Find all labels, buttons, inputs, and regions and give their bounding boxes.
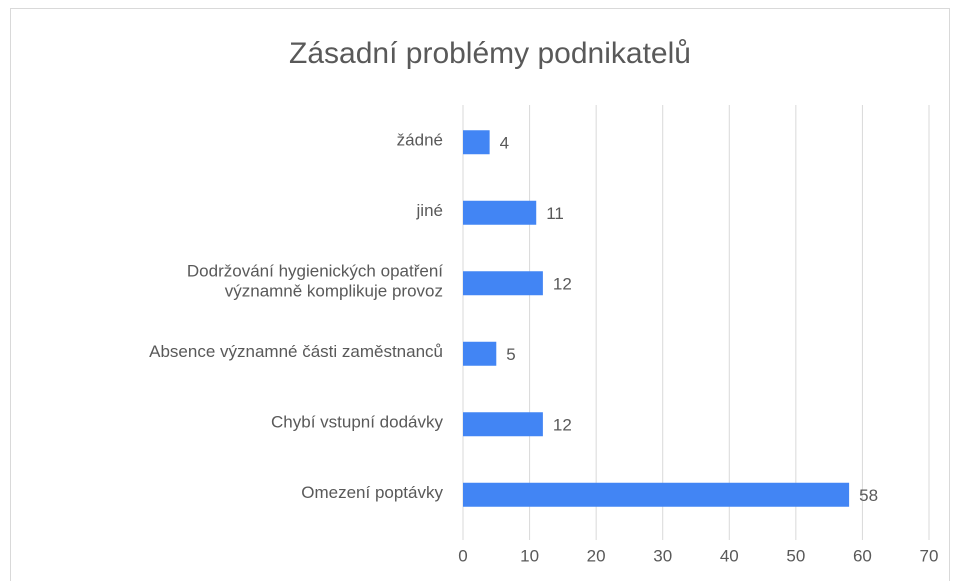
bar bbox=[463, 341, 497, 366]
y-tick-label: Chybí vstupní dodávky bbox=[271, 413, 443, 432]
y-tick-label: Dodržování hygienických opatření významně… bbox=[187, 262, 443, 301]
bar bbox=[463, 482, 850, 507]
bar bbox=[463, 130, 490, 155]
x-tick-label: 60 bbox=[853, 546, 872, 565]
bar bbox=[463, 271, 543, 296]
data-label: 12 bbox=[553, 416, 572, 435]
chart-title: Zásadní problémy podnikatelů bbox=[289, 37, 691, 70]
y-tick-label: žádné bbox=[397, 131, 443, 150]
bar bbox=[463, 412, 543, 437]
data-label: 5 bbox=[506, 345, 515, 364]
data-label: 58 bbox=[859, 486, 878, 505]
y-tick-label: Omezení poptávky bbox=[301, 483, 443, 502]
x-tick-label: 10 bbox=[520, 546, 539, 565]
x-tick-label: 50 bbox=[786, 546, 805, 565]
x-tick-label: 40 bbox=[720, 546, 739, 565]
data-label: 4 bbox=[500, 134, 509, 153]
data-label: 12 bbox=[553, 275, 572, 294]
data-label: 11 bbox=[546, 204, 564, 223]
y-tick-label: Absence významné části zaměstnanců bbox=[149, 342, 443, 361]
x-tick-label: 70 bbox=[920, 546, 939, 565]
x-tick-label: 30 bbox=[653, 546, 672, 565]
bar bbox=[463, 200, 537, 225]
y-tick-label: jiné bbox=[416, 201, 443, 220]
x-tick-label: 0 bbox=[458, 546, 467, 565]
x-tick-label: 20 bbox=[587, 546, 606, 565]
